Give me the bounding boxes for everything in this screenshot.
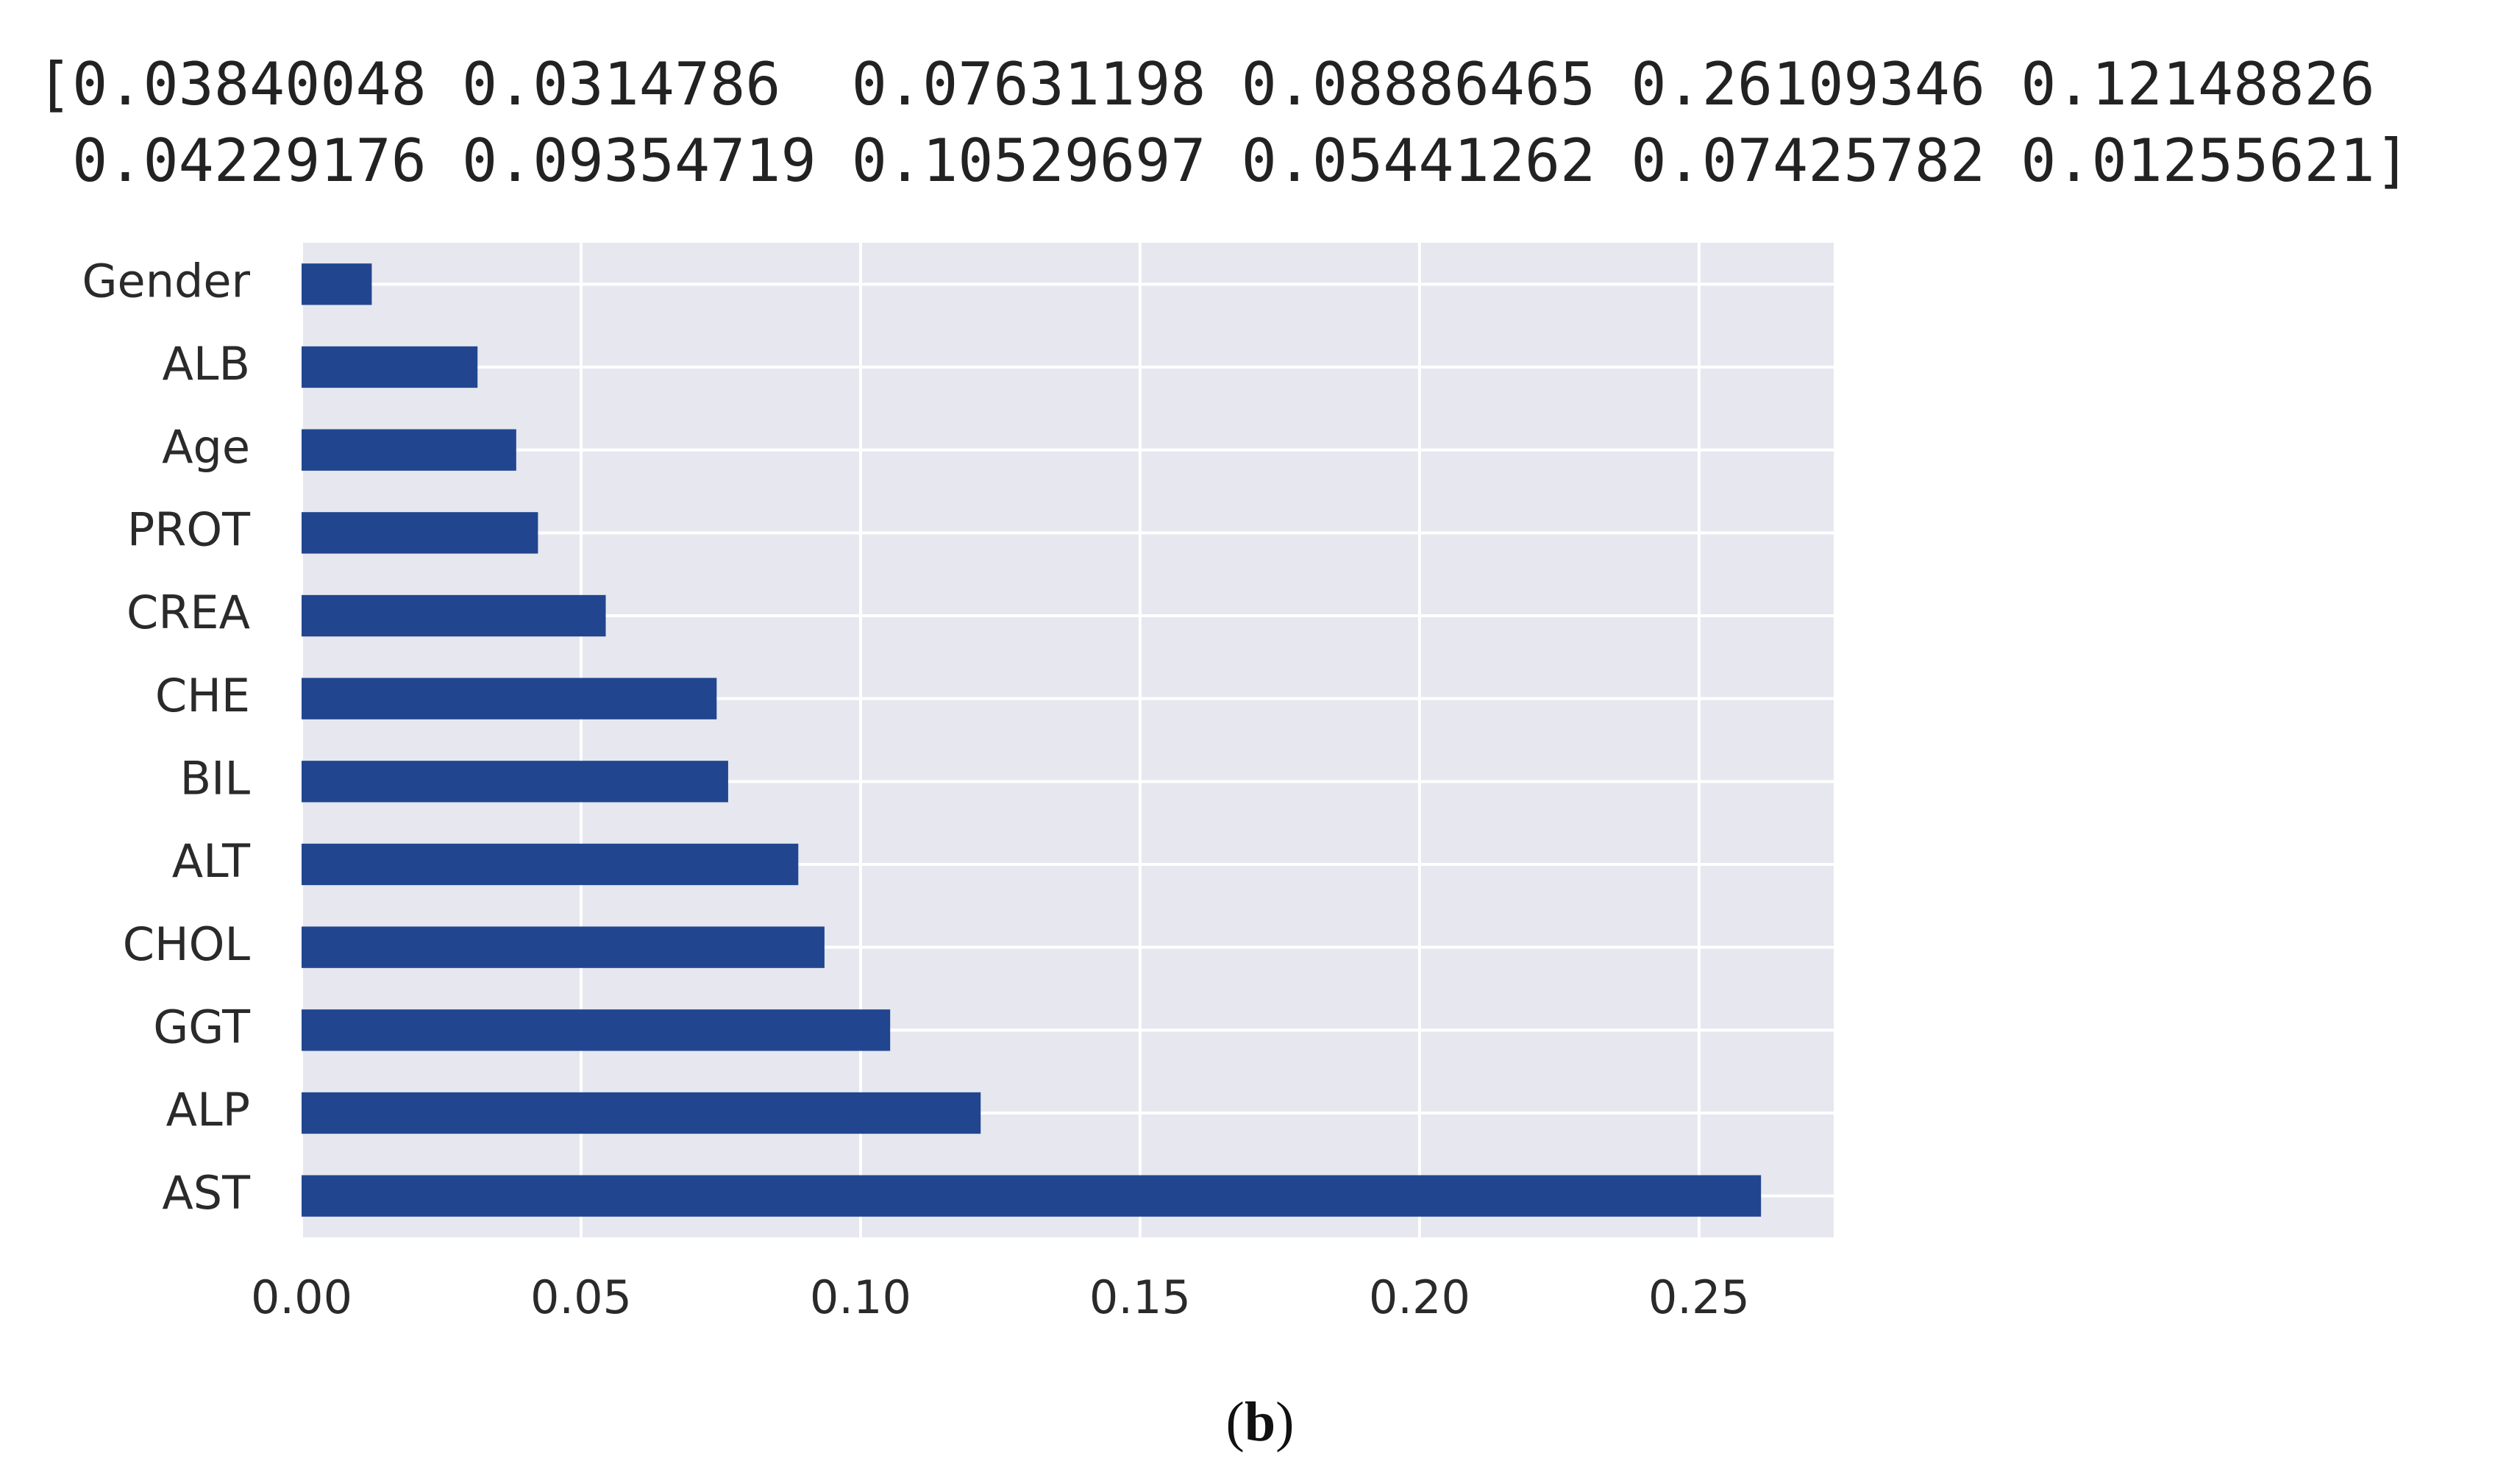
- y-tick-label: BIL: [180, 751, 251, 805]
- bar: [302, 1009, 891, 1051]
- y-tick-label: CREA: [127, 586, 250, 639]
- bar: [302, 512, 538, 554]
- y-tick-label: Age: [162, 420, 250, 474]
- y-tick-label: ALP: [166, 1083, 250, 1137]
- y-tick-label: ALT: [172, 834, 251, 888]
- bar: [302, 429, 516, 471]
- y-tick-label: CHOL: [123, 917, 251, 971]
- x-tick-label: 0.00: [251, 1270, 352, 1324]
- x-tick-label: 0.20: [1369, 1270, 1470, 1324]
- bar: [302, 263, 372, 305]
- y-tick-label: GGT: [153, 1000, 251, 1053]
- bar: [302, 926, 825, 968]
- plot-area: [300, 243, 1834, 1237]
- caption: (b): [1226, 1391, 1295, 1453]
- y-tick-label: CHE: [155, 669, 250, 722]
- y-tick-label: ALB: [163, 337, 251, 391]
- y-tick-label: AST: [162, 1166, 251, 1220]
- bar: [302, 761, 728, 803]
- printed-output: 0.04229176 0.09354719 0.10529697 0.05441…: [37, 127, 2410, 195]
- bar: [302, 843, 799, 886]
- printed-output: [0.03840048 0.0314786 0.07631198 0.08886…: [37, 50, 2375, 118]
- caption-open: (: [1226, 1391, 1245, 1453]
- bar: [302, 678, 717, 719]
- bar: [302, 1092, 981, 1134]
- x-tick-label: 0.10: [810, 1270, 911, 1324]
- bar: [302, 1175, 1762, 1217]
- bar: [302, 346, 478, 388]
- x-tick-label: 0.15: [1089, 1270, 1191, 1324]
- x-tick-label: 0.05: [530, 1270, 632, 1324]
- x-tick-label: 0.25: [1648, 1270, 1750, 1324]
- y-tick-label: PROT: [127, 502, 251, 556]
- caption-label: b: [1245, 1391, 1275, 1453]
- y-tick-label: Gender: [82, 254, 251, 308]
- bar: [302, 594, 606, 637]
- caption-close: ): [1275, 1391, 1294, 1453]
